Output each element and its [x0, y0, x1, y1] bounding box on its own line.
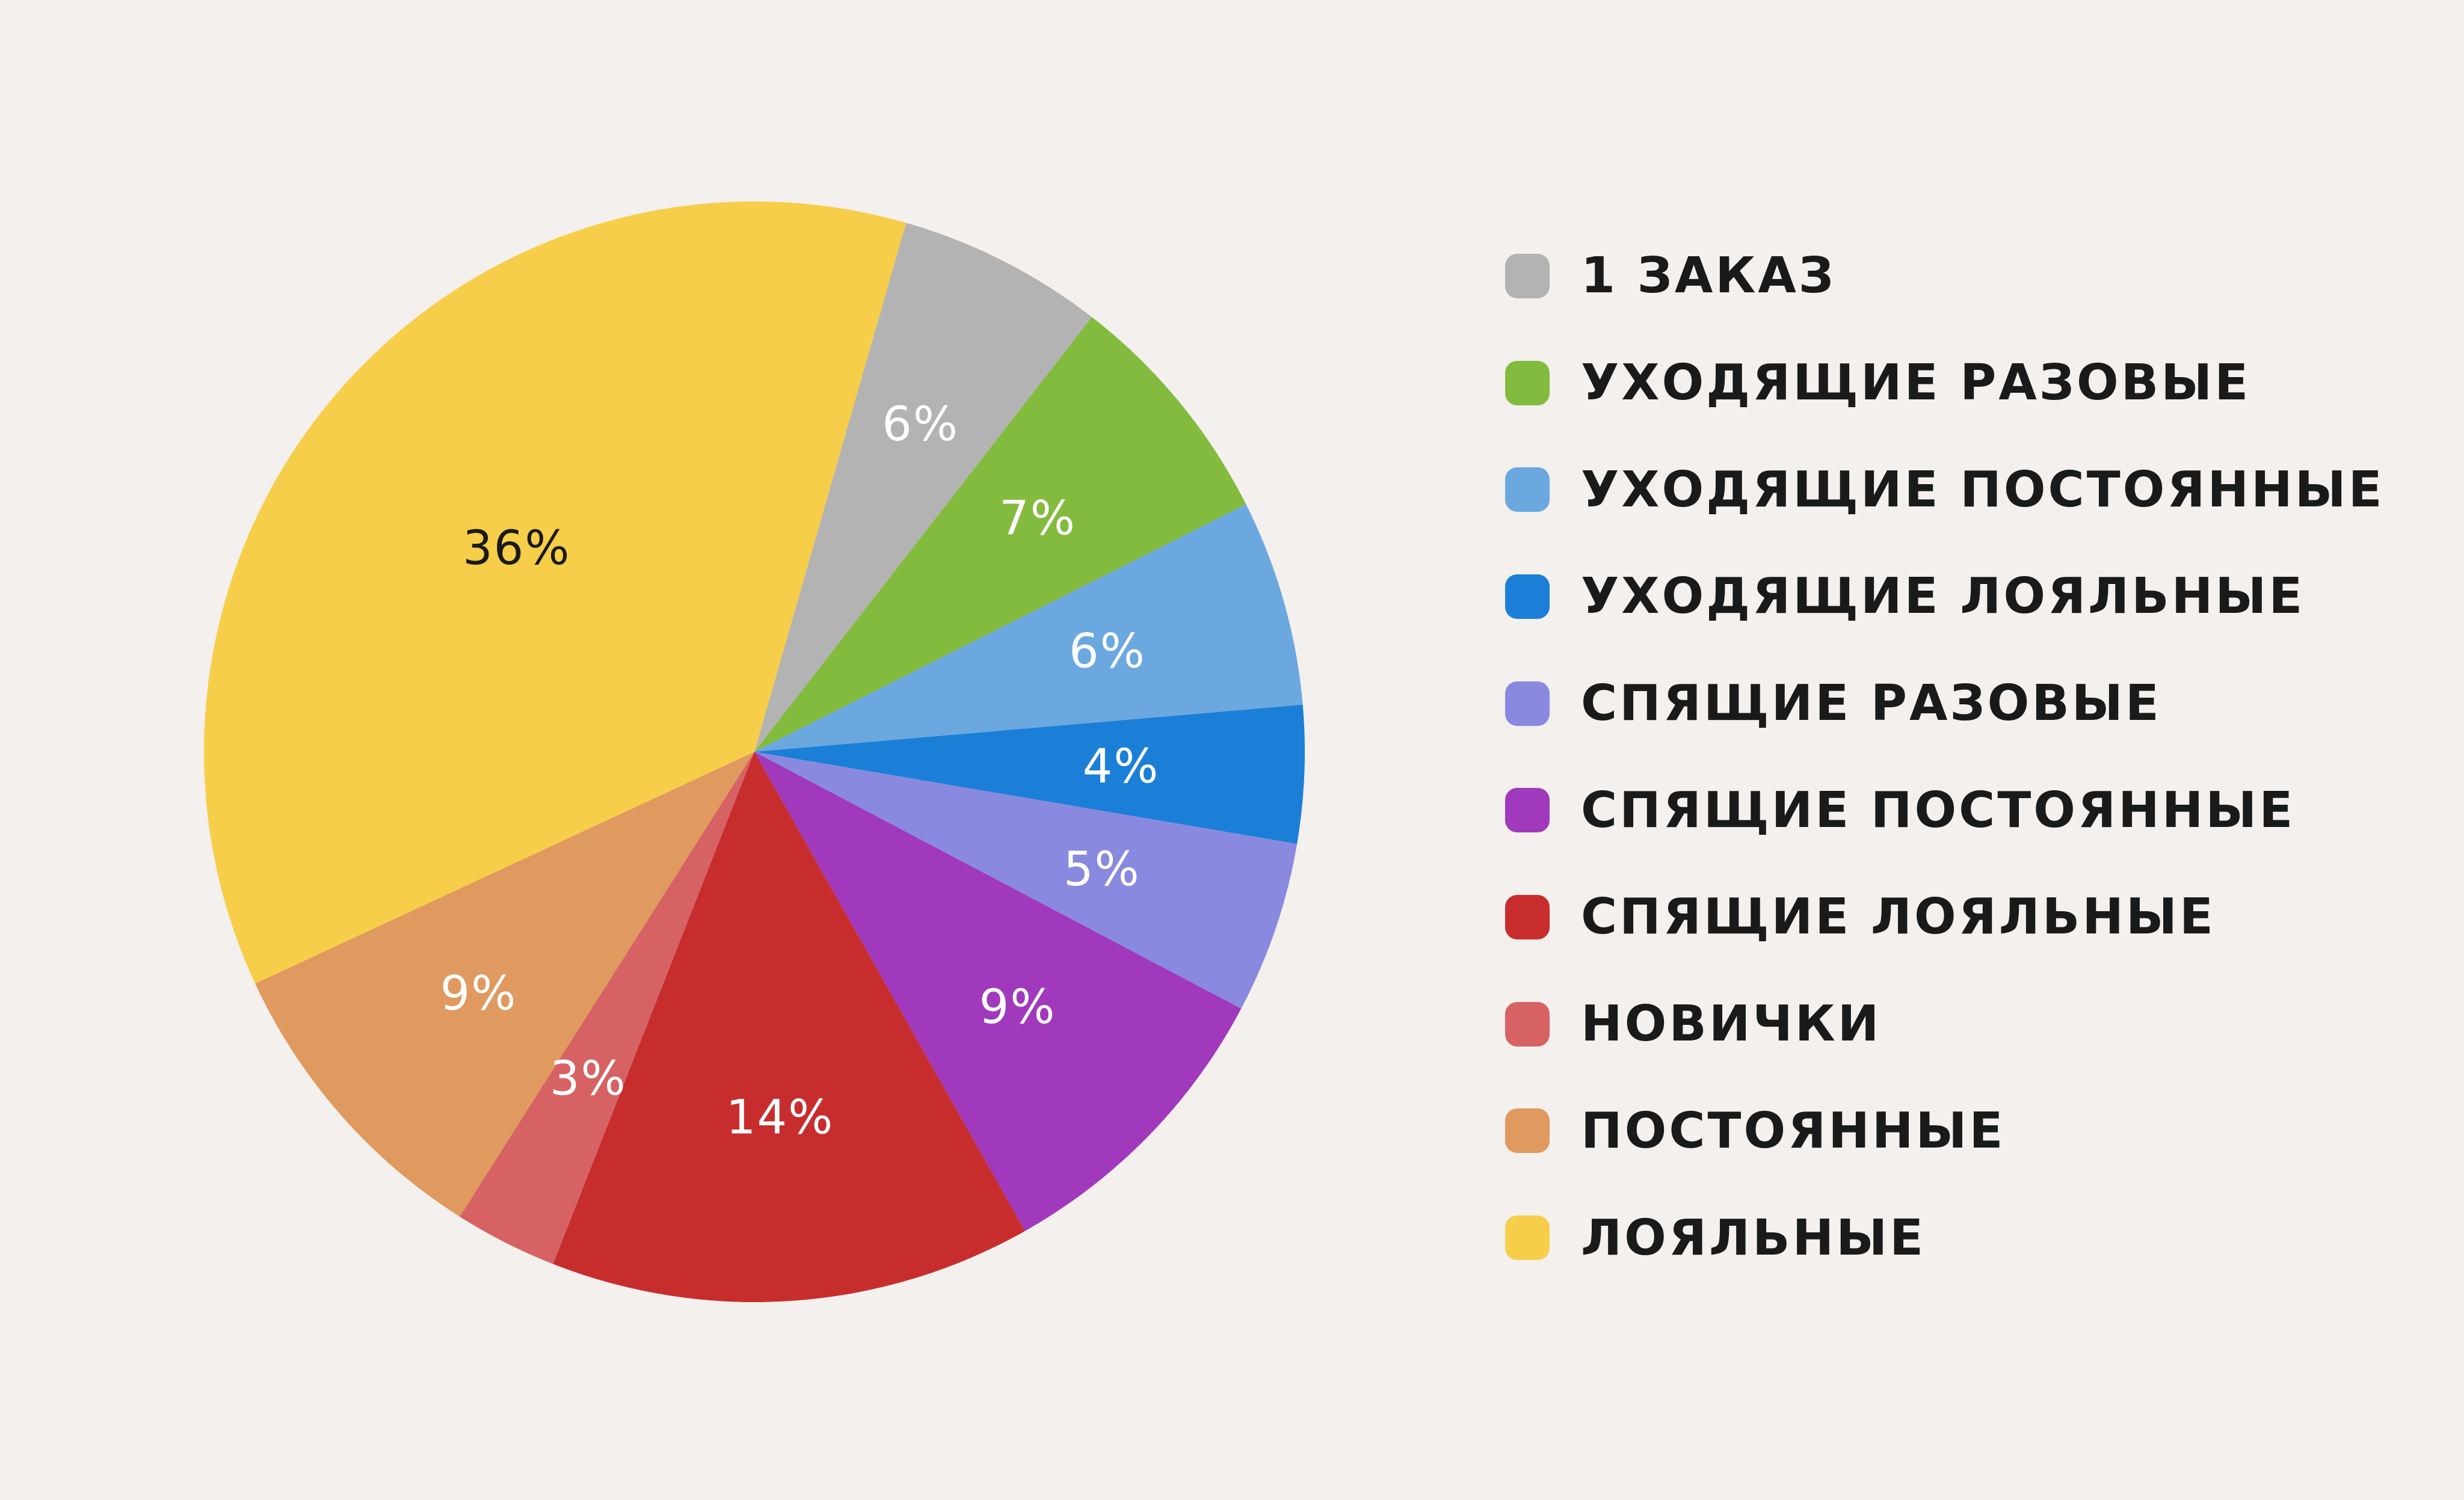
legend-item: НОВИЧКИ [1505, 971, 2444, 1078]
pie-slice-label-7: 14% [726, 1091, 834, 1145]
legend-label: УХОДЯЩИЕ ЛОЯЛЬНЫЕ [1581, 568, 2305, 626]
legend-label: УХОДЯЩИЕ ПОСТОЯННЫЕ [1581, 461, 2385, 518]
pie-slice-label-5: 5% [1064, 843, 1141, 897]
pie-slice-4 [754, 704, 1305, 844]
legend-item: ЛОЯЛЬНЫЕ [1505, 1184, 2444, 1291]
pie-slice-5 [754, 752, 1298, 1009]
legend-item: УХОДЯЩИЕ РАЗОВЫЕ [1505, 330, 2444, 437]
legend-swatch [1505, 253, 1550, 298]
pie-slices [204, 201, 1305, 1303]
legend-item: ПОСТОЯННЫЕ [1505, 1078, 2444, 1185]
legend-swatch [1505, 894, 1550, 939]
legend-item: СПЯЩИЕ ПОСТОЯННЫЕ [1505, 757, 2444, 864]
pie-slice-label-2: 7% [999, 491, 1076, 546]
legend-label: НОВИЧКИ [1581, 995, 1882, 1053]
pie-slice-label-8: 3% [550, 1052, 627, 1106]
legend-swatch [1505, 788, 1550, 833]
legend-item: УХОДЯЩИЕ ПОСТОЯННЫЕ [1505, 436, 2444, 543]
legend-swatch [1505, 360, 1550, 405]
pie-slice-8 [460, 752, 754, 1264]
legend-label: УХОДЯЩИЕ РАЗОВЫЕ [1581, 354, 2251, 412]
legend-swatch [1505, 1001, 1550, 1047]
legend-item: СПЯЩИЕ ЛОЯЛЬНЫЕ [1505, 864, 2444, 971]
legend: 1 ЗАКАЗ УХОДЯЩИЕ РАЗОВЫЕ УХОДЯЩИЕ ПОСТОЯНН… [1505, 223, 2444, 1291]
legend-item: 1 ЗАКАЗ [1505, 223, 2444, 330]
pie-slice-9 [255, 752, 755, 1217]
legend-swatch [1505, 681, 1550, 726]
legend-item: УХОДЯЩИЕ ЛОЯЛЬНЫЕ [1505, 543, 2444, 650]
pie-slice-label-3: 6% [1069, 625, 1146, 679]
pie-slice-label-9: 9% [440, 967, 517, 1021]
pie-slice-label-10: 36% [463, 521, 570, 576]
legend-swatch [1505, 467, 1550, 512]
pie-slice-6 [754, 752, 1242, 1231]
pie-slice-label-1: 6% [882, 398, 959, 452]
legend-swatch [1505, 1108, 1550, 1154]
legend-swatch [1505, 574, 1550, 619]
pie-labels: 6% 7% 6% 4% 5% 9% 14% 3% 9% 36% [440, 398, 1160, 1145]
pie-slice-10 [204, 201, 907, 984]
legend-label: СПЯЩИЕ ПОСТОЯННЫЕ [1581, 781, 2296, 839]
legend-label: СПЯЩИЕ ЛОЯЛЬНЫЕ [1581, 888, 2216, 946]
legend-swatch [1505, 1216, 1550, 1261]
legend-label: ПОСТОЯННЫЕ [1581, 1102, 2006, 1160]
legend-item: СПЯЩИЕ РАЗОВЫЕ [1505, 650, 2444, 757]
pie-slice-label-4: 4% [1083, 740, 1160, 794]
pie-slice-label-6: 9% [979, 980, 1056, 1034]
legend-label: ЛОЯЛЬНЫЕ [1581, 1209, 1926, 1267]
legend-label: 1 ЗАКАЗ [1581, 247, 1837, 305]
pie-slice-1 [754, 223, 1092, 752]
pie-slice-3 [754, 504, 1303, 752]
legend-label: СПЯЩИЕ РАЗОВЫЕ [1581, 675, 2161, 733]
pie-slice-2 [754, 317, 1246, 752]
pie-slice-7 [553, 752, 1025, 1303]
